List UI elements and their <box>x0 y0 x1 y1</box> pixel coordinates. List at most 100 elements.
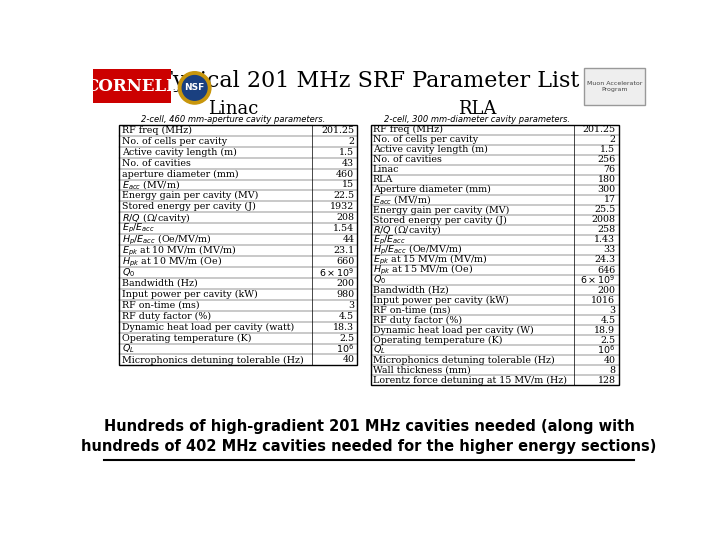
Text: 44: 44 <box>342 235 354 244</box>
Text: Aperture diameter (mm): Aperture diameter (mm) <box>373 185 491 194</box>
Text: 2008: 2008 <box>591 215 616 225</box>
Text: RF on-time (ms): RF on-time (ms) <box>373 306 451 314</box>
Text: Active cavity length (m): Active cavity length (m) <box>373 145 487 154</box>
Text: 201.25: 201.25 <box>582 125 616 134</box>
Text: 2: 2 <box>348 137 354 146</box>
Text: Linac: Linac <box>373 165 400 174</box>
Text: RF freq (MHz): RF freq (MHz) <box>373 125 443 134</box>
Text: 1.5: 1.5 <box>339 148 354 157</box>
Text: 18.3: 18.3 <box>333 322 354 332</box>
Text: 3: 3 <box>609 306 616 314</box>
Text: Dynamic heat load per cavity (W): Dynamic heat load per cavity (W) <box>373 326 534 335</box>
Circle shape <box>179 72 211 104</box>
Bar <box>93 69 171 103</box>
Text: 2-cell, 300 mm-diameter cavity parameters.: 2-cell, 300 mm-diameter cavity parameter… <box>384 115 570 124</box>
Text: Stored energy per cavity (J): Stored energy per cavity (J) <box>373 215 507 225</box>
Text: Bandwidth (Hz): Bandwidth (Hz) <box>122 279 197 288</box>
Text: 43: 43 <box>342 159 354 167</box>
Text: RF on-time (ms): RF on-time (ms) <box>122 301 199 310</box>
Text: $E_p/E_{acc}$: $E_p/E_{acc}$ <box>373 233 406 247</box>
Text: 23.1: 23.1 <box>333 246 354 255</box>
Text: $H_{pk}$ at 15 MV/m (Oe): $H_{pk}$ at 15 MV/m (Oe) <box>373 263 473 277</box>
Text: $10^6$: $10^6$ <box>598 344 616 356</box>
Text: 180: 180 <box>598 176 616 185</box>
Text: RLA: RLA <box>459 100 497 118</box>
Text: $E_{pk}$ at 10 MV/m (MV/m): $E_{pk}$ at 10 MV/m (MV/m) <box>122 244 236 258</box>
Text: Muon Accelerator
Program: Muon Accelerator Program <box>587 81 642 92</box>
Text: Dynamic heat load per cavity (watt): Dynamic heat load per cavity (watt) <box>122 322 294 332</box>
Text: 22.5: 22.5 <box>333 192 354 200</box>
Text: Lorentz force detuning at 15 MV/m (Hz): Lorentz force detuning at 15 MV/m (Hz) <box>373 375 567 384</box>
Text: 3: 3 <box>348 301 354 310</box>
Text: Energy gain per cavity (MV): Energy gain per cavity (MV) <box>122 191 258 200</box>
Text: $6 \times 10^9$: $6 \times 10^9$ <box>319 266 354 279</box>
Text: Input power per cavity (kW): Input power per cavity (kW) <box>373 295 508 305</box>
Text: 200: 200 <box>598 286 616 294</box>
Text: 128: 128 <box>598 376 616 384</box>
Text: 1016: 1016 <box>591 295 616 305</box>
Text: No. of cells per cavity: No. of cells per cavity <box>373 136 478 144</box>
Text: 4.5: 4.5 <box>339 312 354 321</box>
Text: RF duty factor (%): RF duty factor (%) <box>122 312 211 321</box>
Text: 17: 17 <box>603 195 616 205</box>
Text: $E_{acc}$ (MV/m): $E_{acc}$ (MV/m) <box>122 179 180 192</box>
Text: RLA: RLA <box>373 176 393 185</box>
Text: $6 \times 10^9$: $6 \times 10^9$ <box>580 274 616 286</box>
Text: CORNELL: CORNELL <box>86 78 179 95</box>
Text: 33: 33 <box>603 246 616 254</box>
Text: RF duty factor (%): RF duty factor (%) <box>373 315 462 325</box>
Bar <box>585 68 645 105</box>
Text: 2: 2 <box>609 136 616 144</box>
Text: 201.25: 201.25 <box>321 126 354 135</box>
Text: 1.5: 1.5 <box>600 145 616 154</box>
Text: 76: 76 <box>603 165 616 174</box>
Text: Energy gain per cavity (MV): Energy gain per cavity (MV) <box>373 205 509 214</box>
Text: 660: 660 <box>336 257 354 266</box>
Text: Operating temperature (K): Operating temperature (K) <box>122 334 251 343</box>
Text: Input power per cavity (kW): Input power per cavity (kW) <box>122 290 258 299</box>
Text: Microphonics detuning tolerable (Hz): Microphonics detuning tolerable (Hz) <box>373 355 554 364</box>
Text: $10^6$: $10^6$ <box>336 343 354 355</box>
Text: $H_p/E_{acc}$ (Oe/MV/m): $H_p/E_{acc}$ (Oe/MV/m) <box>122 233 212 247</box>
Text: $Q_L$: $Q_L$ <box>122 343 135 355</box>
Text: 15: 15 <box>342 180 354 190</box>
Text: 2-cell, 460 mm-aperture cavity parameters.: 2-cell, 460 mm-aperture cavity parameter… <box>141 115 325 124</box>
Text: 4.5: 4.5 <box>600 315 616 325</box>
Text: $R/Q$ (Ω/cavity): $R/Q$ (Ω/cavity) <box>122 211 190 225</box>
Text: 2.5: 2.5 <box>600 335 616 345</box>
Text: aperture diameter (mm): aperture diameter (mm) <box>122 170 238 179</box>
Text: NSF: NSF <box>184 83 204 92</box>
Text: $R/Q$ (Ω/cavity): $R/Q$ (Ω/cavity) <box>373 223 441 237</box>
Text: No. of cells per cavity: No. of cells per cavity <box>122 137 227 146</box>
Text: 1932: 1932 <box>330 202 354 211</box>
Text: 40: 40 <box>603 356 616 364</box>
Text: 1.43: 1.43 <box>594 235 616 245</box>
Text: 646: 646 <box>597 266 616 274</box>
Text: $Q_0$: $Q_0$ <box>373 274 386 286</box>
Text: 1.54: 1.54 <box>333 224 354 233</box>
Text: $H_p/E_{acc}$ (Oe/MV/m): $H_p/E_{acc}$ (Oe/MV/m) <box>373 243 462 257</box>
Text: Typical 201 MHz SRF Parameter List: Typical 201 MHz SRF Parameter List <box>158 70 580 92</box>
Text: Active cavity length (m): Active cavity length (m) <box>122 147 237 157</box>
Text: $Q_0$: $Q_0$ <box>122 266 135 279</box>
Text: Wall thickness (mm): Wall thickness (mm) <box>373 366 471 375</box>
Text: Bandwidth (Hz): Bandwidth (Hz) <box>373 286 449 294</box>
Text: Stored energy per cavity (J): Stored energy per cavity (J) <box>122 202 256 212</box>
Text: 18.9: 18.9 <box>594 326 616 335</box>
Text: $E_{pk}$ at 15 MV/m (MV/m): $E_{pk}$ at 15 MV/m (MV/m) <box>373 253 487 267</box>
Text: Linac: Linac <box>208 100 258 118</box>
Text: $Q_L$: $Q_L$ <box>373 344 386 356</box>
Bar <box>120 125 357 366</box>
Text: No. of cavities: No. of cavities <box>122 159 191 167</box>
Text: RF freq (MHz): RF freq (MHz) <box>122 126 192 135</box>
Text: 24.3: 24.3 <box>594 255 616 265</box>
Text: Hundreds of high-gradient 201 MHz cavities needed (along with
hundreds of 402 MH: Hundreds of high-gradient 201 MHz caviti… <box>81 419 657 454</box>
Text: $E_{acc}$ (MV/m): $E_{acc}$ (MV/m) <box>373 193 431 206</box>
Text: 2.5: 2.5 <box>339 334 354 342</box>
Text: 258: 258 <box>598 226 616 234</box>
Text: 208: 208 <box>336 213 354 222</box>
Text: No. of cavities: No. of cavities <box>373 156 442 164</box>
Text: 980: 980 <box>336 290 354 299</box>
Text: 40: 40 <box>342 355 354 364</box>
Bar <box>371 125 618 385</box>
